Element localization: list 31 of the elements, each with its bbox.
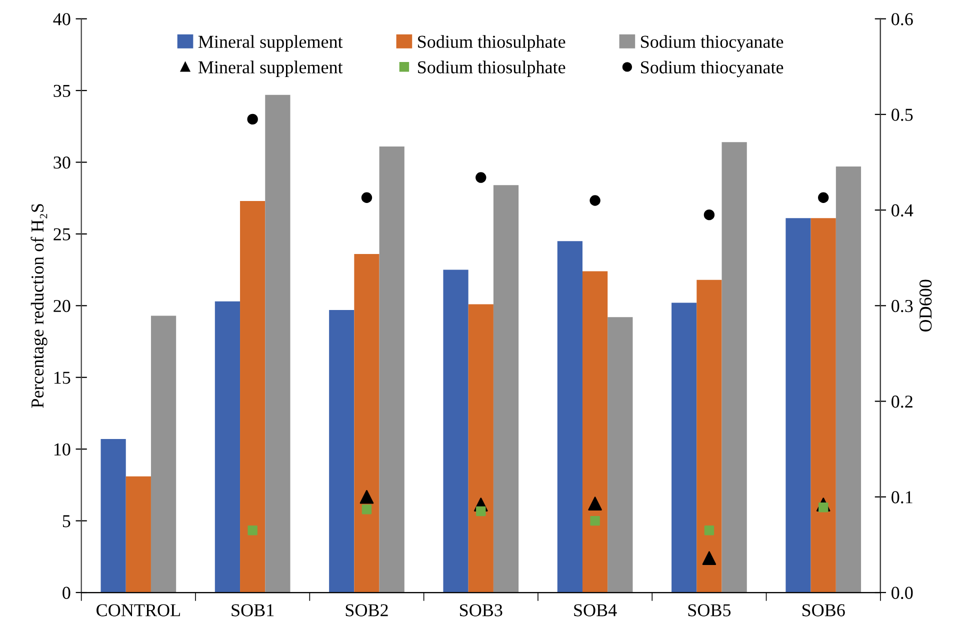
x-tick-label: SOB3 — [460, 604, 502, 616]
y-tick-label: 25 — [54, 228, 70, 240]
y2-tick-label: 0.3 — [892, 300, 913, 312]
y-tick-label: 5 — [62, 515, 70, 528]
x-tick-label: SOB6 — [802, 604, 845, 616]
legend-label: Sodium thiosulphate — [418, 60, 566, 78]
x-tick-label: SOB4 — [574, 604, 617, 616]
y2-tick-label: 0.4 — [892, 204, 914, 217]
y2-tick-label: 0.1 — [892, 491, 912, 504]
y2-tick-label: 0.6 — [892, 13, 913, 26]
y-tick-label: 35 — [54, 84, 70, 97]
legend-label: Sodium thiosulphate — [418, 35, 566, 52]
y-tick-label: 0 — [62, 586, 70, 599]
y-tick-label: 20 — [54, 300, 70, 312]
y2-tick-label: 0.0 — [892, 586, 913, 600]
legend-label: Sodium thiocyanate — [641, 60, 784, 78]
legend-label: Mineral supplement — [198, 60, 343, 78]
legend-label: Sodium thiocyanate — [641, 35, 784, 52]
legend-label: Mineral supplement — [198, 35, 343, 52]
y2-axis-title: OD600 — [920, 280, 932, 332]
y2-tick-label: 0.2 — [892, 396, 912, 408]
x-tick-label: SOB5 — [688, 604, 731, 616]
y-tick-label: 10 — [54, 443, 70, 456]
y-axis-title: Percentage reduction of H₂S — [30, 204, 48, 408]
y-tick-label: 30 — [54, 156, 70, 169]
x-tick-label: SOB2 — [346, 604, 388, 616]
y-tick-label: 15 — [54, 372, 70, 384]
y-tick-label: 40 — [53, 13, 70, 26]
x-tick-label: CONTROL — [96, 604, 180, 616]
x-tick-label: SOB1 — [232, 604, 274, 616]
y2-tick-label: 0.5 — [892, 108, 913, 121]
